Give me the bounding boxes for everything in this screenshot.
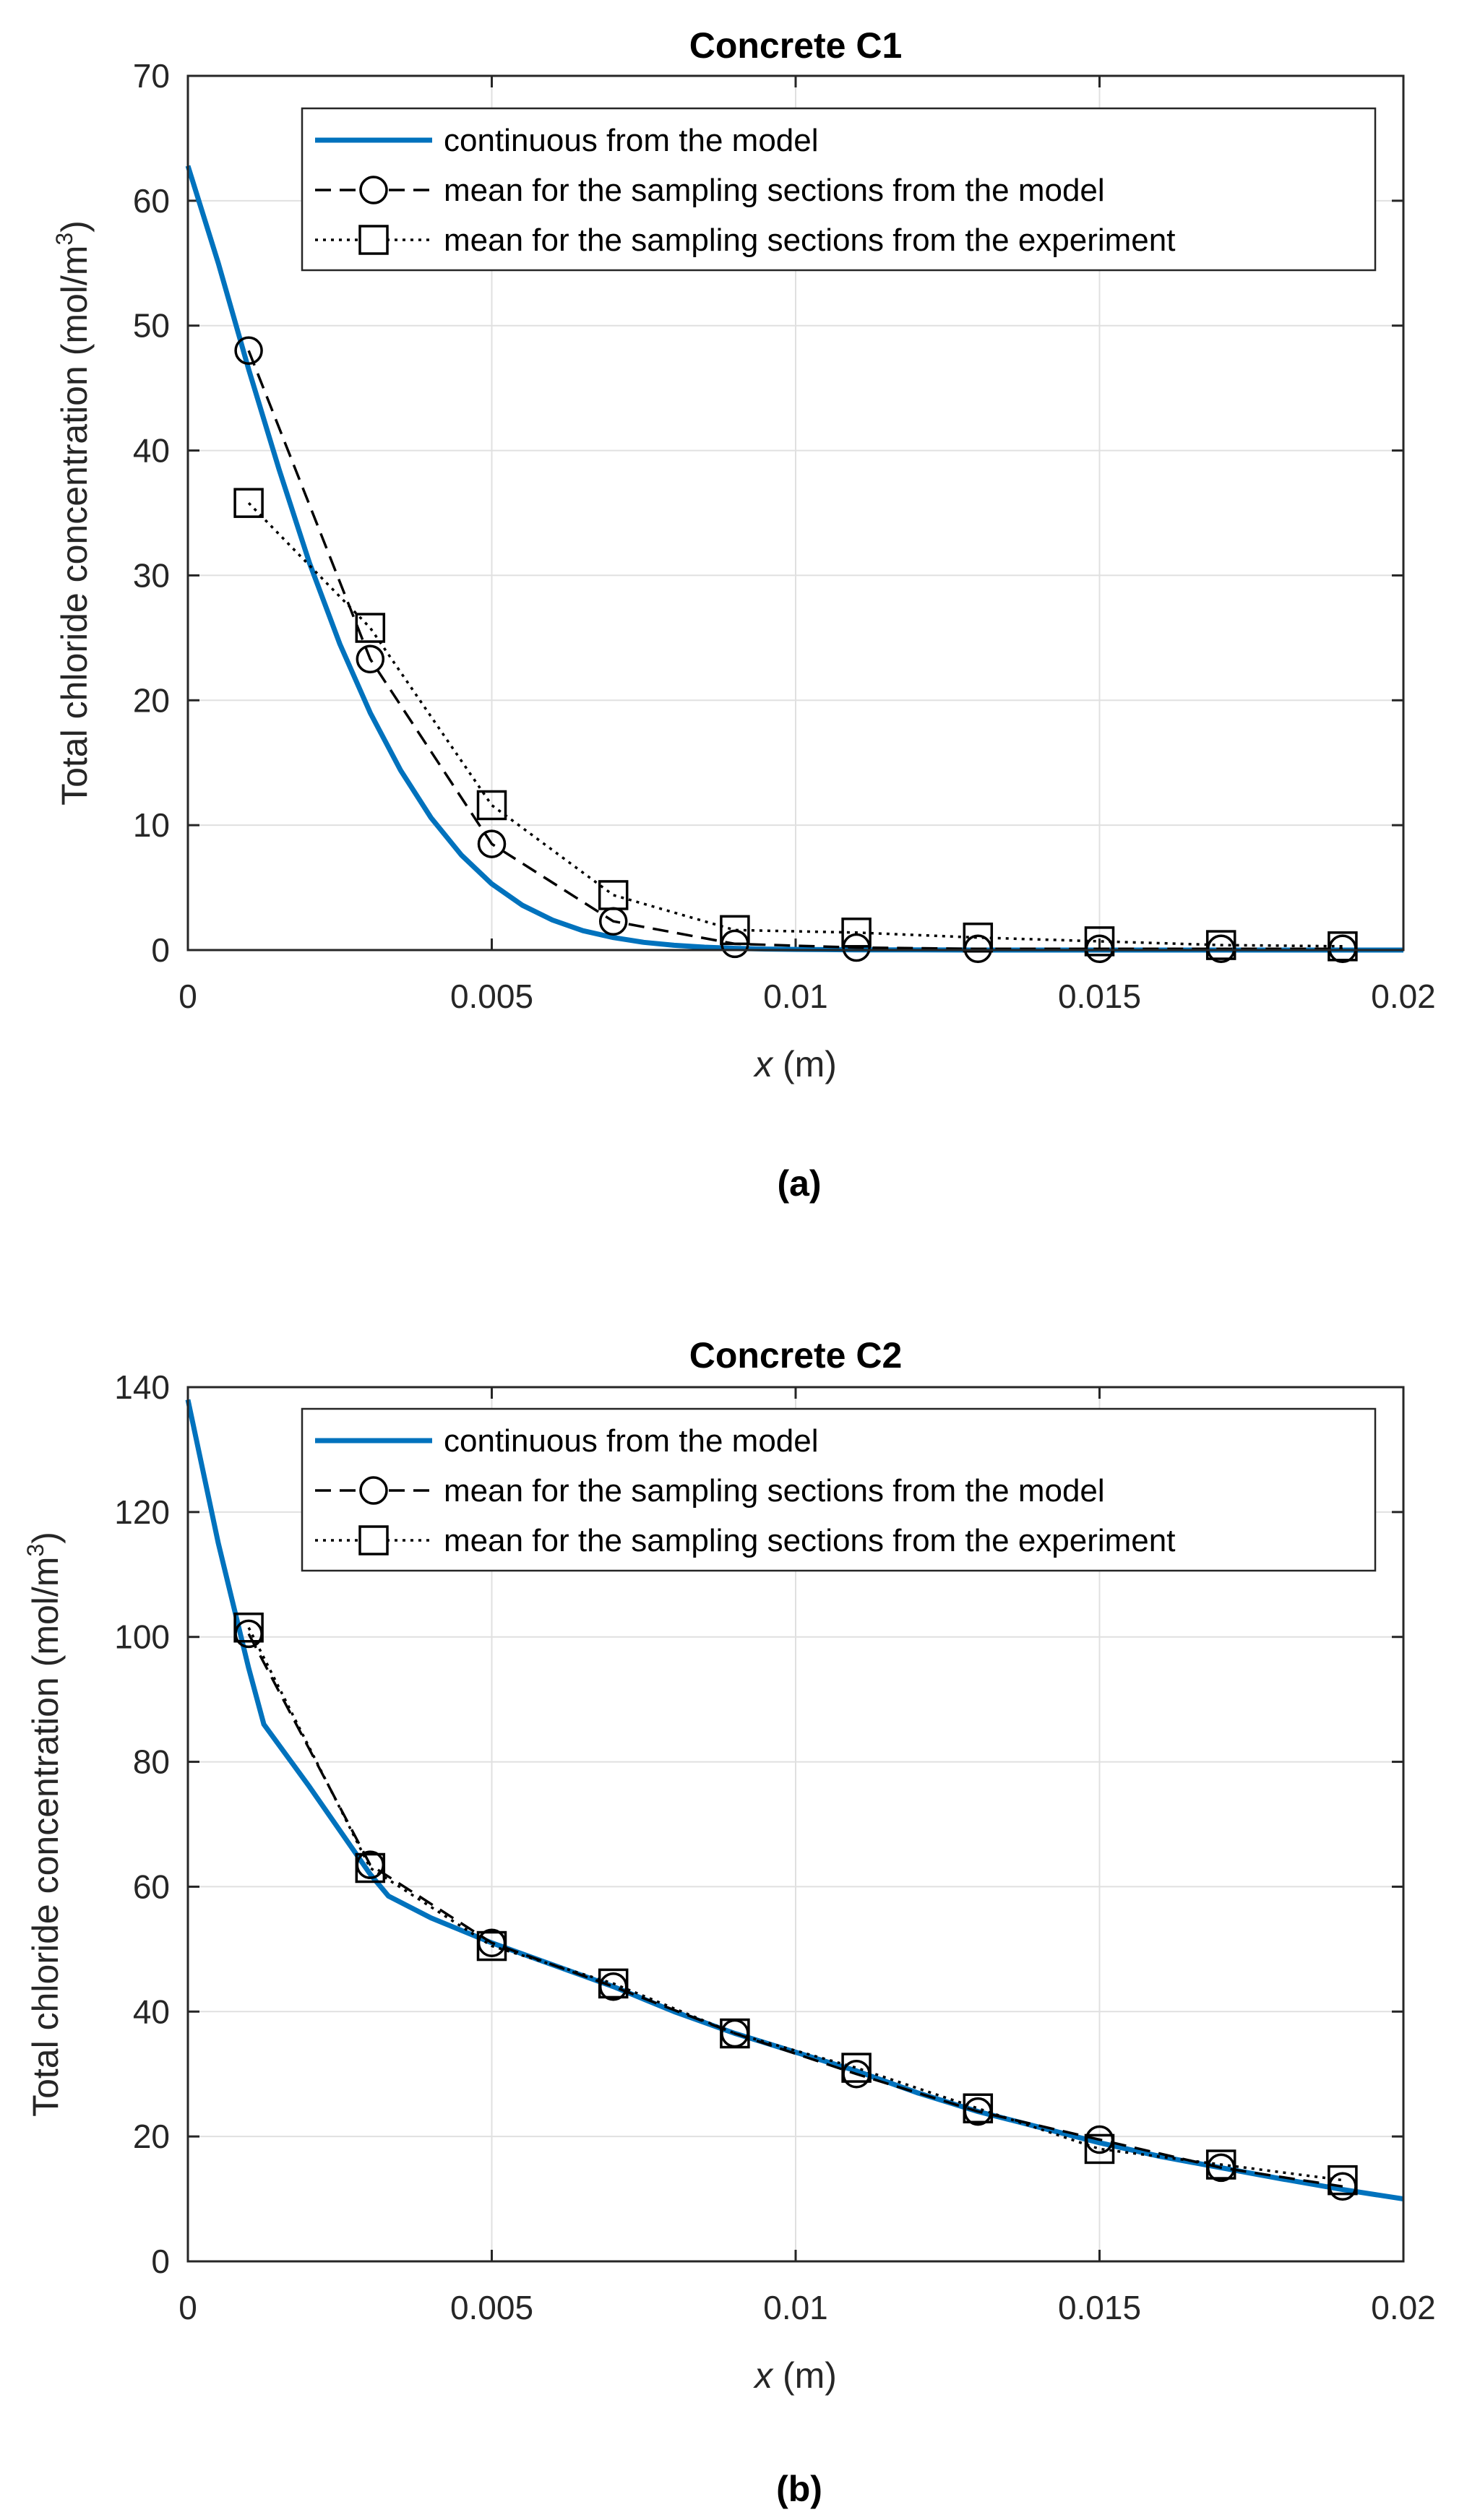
y-tick-label: 70 [133,57,170,95]
y-tick-label: 80 [133,1743,170,1781]
series-3-point [1084,926,1115,957]
y-tick-label: 100 [114,1618,170,1656]
y-axis-label-main: Total chloride concentration (mol/m [54,246,95,806]
series-3-point [476,1930,507,1962]
y-axis-label-end: ) [54,220,95,233]
y-axis-label: Total chloride concentration (mol/m3) [22,1532,66,2117]
legend-box [301,107,1377,272]
y-axis-label-sup: 3 [51,233,77,246]
y-axis-label: Total chloride concentration (mol/m3) [51,220,95,806]
series-2-point [356,644,385,673]
legend-label-2: mean for the sampling sections from the … [444,173,1105,208]
legend-marker-2 [359,1476,388,1505]
legend-marker-3 [358,225,389,255]
y-tick-label: 50 [133,307,170,345]
series-3-point [1084,2133,1115,2165]
series-2-point [477,829,507,858]
y-tick-label: 120 [114,1493,170,1531]
x-tick-label: 0.02 [1371,2289,1436,2326]
chart-b: 0 0.005 0.01 0.015 0.02 0 20 40 60 80 100 120 140 con… [22,1335,1436,2509]
chart-title: Concrete C1 [689,25,903,66]
y-axis-label-end: ) [25,1532,66,1544]
legend-label-3: mean for the sampling sections from the … [444,1523,1175,1558]
x-axis-label: x (m) [753,2355,837,2396]
series-3-point [233,1613,264,1643]
axes-frame [186,1386,1405,2263]
series-3-point [720,915,750,946]
y-tick-label: 30 [133,556,170,594]
x-tick-label: 0 [178,978,197,1015]
series-line-2 [247,1633,1343,2188]
x-tick-label: 0.015 [1058,978,1141,1015]
y-tick-label: 60 [133,1868,170,1905]
y-tick-label: 140 [114,1368,170,1406]
x-tick-label: 0.005 [450,2289,533,2326]
series-3-point [598,880,629,910]
x-tick-label: 0.005 [450,978,533,1015]
x-axis-label-unit: (m) [773,1044,837,1084]
y-tick-label: 40 [133,432,170,470]
series-3-point [963,2093,994,2123]
y-tick-label: 60 [133,182,170,220]
x-tick-label: 0.015 [1058,2289,1141,2326]
panel-label: (b) [776,2469,822,2509]
series-3-point [233,488,264,518]
series-3-point [1328,2165,1358,2196]
legend-label-2: mean for the sampling sections from the … [444,1473,1105,1509]
series-3-point [963,922,994,953]
series-3-point [355,1852,386,1883]
y-tick-label: 0 [151,931,170,969]
x-tick-label: 0.01 [763,978,828,1015]
series-3-point [841,918,872,948]
x-axis-label-var: x [753,2355,774,2396]
series-3-point [1328,931,1358,962]
y-tick-label: 20 [133,2118,170,2155]
chart-a: 0 0.005 0.01 0.015 0.02 0 10 20 30 40 50 60 70 contin… [51,25,1436,1204]
x-tick-label: 0 [178,2289,197,2326]
legend-label-1: continuous from the model [444,1423,819,1459]
legend-marker-2 [359,176,388,204]
y-tick-label: 10 [133,806,170,844]
legend-box [301,1407,1377,1572]
series-2-point [234,336,263,366]
x-axis-label-unit: (m) [773,2355,837,2396]
x-axis-label-var: x [753,1044,774,1084]
y-tick-label: 20 [133,681,170,719]
series-3-point [720,2018,750,2049]
series-3-point [1205,930,1236,960]
y-axis-label-sup: 3 [22,1544,48,1557]
series-3-point [1205,2149,1236,2180]
y-tick-label: 0 [151,2243,170,2280]
series-3-point [841,2053,872,2083]
series-3-point [598,1968,629,1999]
x-tick-label: 0.02 [1371,978,1436,1015]
series-line-1 [185,1399,1404,2202]
series-3-point [355,613,386,643]
legend-label-1: continuous from the model [444,123,819,158]
y-axis-label-main: Total chloride concentration (mol/m [25,1557,66,2117]
chart-title: Concrete C2 [689,1335,903,1376]
series-3-point [476,790,507,821]
axes-frame [186,74,1405,952]
y-tick-label: 40 [133,1993,170,2030]
legend-marker-3 [358,1525,389,1555]
x-axis-label: x (m) [753,1044,837,1084]
legend-label-3: mean for the sampling sections from the … [444,223,1175,258]
x-tick-label: 0.01 [763,2289,828,2326]
panel-label: (a) [777,1163,821,1204]
